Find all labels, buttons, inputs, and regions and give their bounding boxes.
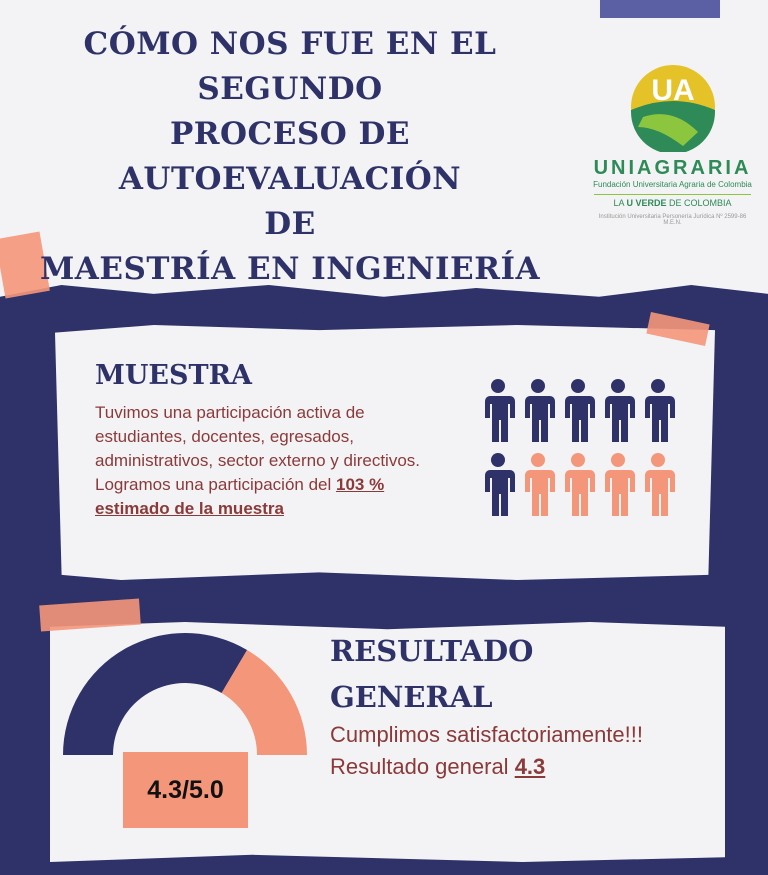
person-icon [565,453,595,516]
resultado-text: Cumplimos satisfactoriamente!!! Resultad… [330,722,643,779]
logo-legal: Institución Universitaria Personería Jur… [598,214,747,226]
people-grid [480,378,680,518]
participation-highlight: 103 % estimado de la muestra [95,475,385,518]
logo-name: UNIAGRARIA [593,157,752,179]
person-icon [565,379,595,442]
svg-text:UA: UA [651,74,694,107]
title-line: MAESTRÍA EN INGENIERÍA [39,251,541,287]
person-icon [645,453,675,516]
muestra-heading: MUESTRA [95,360,252,391]
title-line: DE [264,206,316,242]
person-icon [605,453,635,516]
person-icon [525,453,555,516]
title-line: PROCESO DE AUTOEVALUACIÓN [118,116,462,197]
page-title: CÓMO NOS FUE EN EL SEGUNDO PROCESO DE AU… [0,22,580,337]
muestra-panel [55,325,715,580]
person-icon [645,379,675,442]
title-line: 2023 [245,296,335,332]
logo-tagline: LA U VERDE DE COLOMBIA [613,198,732,208]
person-icon [485,453,515,516]
gauge-filled-segment [63,633,248,755]
title-line: CÓMO NOS FUE EN EL SEGUNDO [83,26,497,107]
uniagraria-logo: UA UNIAGRARIA Fundación Universitaria Ag… [590,62,755,226]
gauge-remaining-segment [221,649,307,755]
result-gauge [63,633,307,755]
decorative-tape [600,0,720,18]
person-icon [525,379,555,442]
person-icon [485,379,515,442]
resultado-heading: RESULTADO GENERAL [330,634,534,714]
logo-emblem-icon: UA [630,65,715,154]
result-value: 4.3 [514,754,546,779]
gauge-value-label: 4.3/5.0 [123,752,248,828]
muestra-text: Tuvimos una participación activa de estu… [95,403,421,518]
logo-subtitle: Fundación Universitaria Agraria de Colom… [593,180,752,189]
person-icon [605,379,635,442]
